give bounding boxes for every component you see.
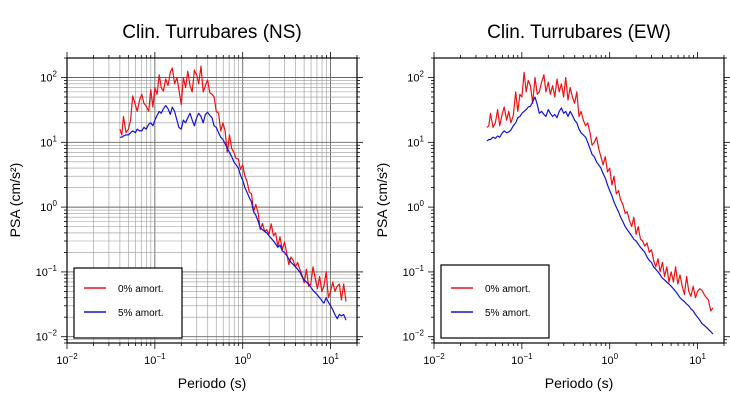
y-tick-label: 10−2	[36, 329, 58, 344]
y-tick-label: 10−1	[36, 264, 58, 279]
y-tick-label: 100	[407, 199, 424, 214]
series-group	[486, 71, 714, 335]
legend-label-1: 5% amort.	[485, 308, 531, 319]
series-line-5pct-damping	[119, 104, 347, 321]
x-tick-label: 101	[689, 352, 706, 367]
x-tick-label: 10−2	[56, 352, 78, 367]
y-tick-label: 101	[40, 134, 57, 149]
y-tick-label: 100	[40, 199, 57, 214]
y-tick-label: 102	[407, 70, 424, 85]
y-tick-label: 102	[40, 70, 57, 85]
legend-box	[73, 267, 183, 339]
plot-frame	[66, 57, 358, 344]
chart-title: Clin. Turrubares (EW)	[487, 22, 671, 43]
legend-box	[440, 264, 550, 339]
x-tick-label: 100	[234, 352, 251, 367]
x-tick-label: 10−1	[144, 352, 166, 367]
series-line-0pct-damping	[486, 71, 714, 312]
x-tick-label: 10−2	[423, 352, 445, 367]
y-axis-label: PSA (cm/s²)	[7, 163, 23, 238]
y-tick-label: 101	[407, 134, 424, 149]
series-group	[119, 65, 347, 321]
y-axis-label: PSA (cm/s²)	[374, 163, 390, 238]
axis-ticks: 10−2 10−1 100 101 10−2 10−1 100 101 102	[36, 52, 363, 367]
chart-panel-ns: Clin. Turrubares (NS) 10−2 10−1 100 10110−2…	[7, 22, 363, 391]
legend-label-0: 0% amort.	[118, 284, 164, 295]
x-tick-label: 100	[601, 352, 618, 367]
x-axis-label: Periodo (s)	[545, 375, 613, 391]
series-line-5pct-damping	[486, 96, 714, 335]
x-tick-label: 10−1	[511, 352, 533, 367]
legend-label-0: 0% amort.	[485, 284, 531, 295]
x-tick-label: 101	[322, 352, 339, 367]
legend: 0% amort. 5% amort.	[73, 267, 183, 339]
y-tick-label: 10−1	[403, 264, 425, 279]
axis-ticks: 10−2 10−1 100 101 10−2 10−1 100 101 102	[403, 52, 730, 367]
x-axis-label: Periodo (s)	[178, 375, 246, 391]
legend-label-1: 5% amort.	[118, 308, 164, 319]
chart-title: Clin. Turrubares (NS)	[122, 22, 302, 43]
y-tick-label: 10−2	[403, 329, 425, 344]
plot-frame	[433, 57, 725, 344]
chart-panel-ew: Clin. Turrubares (EW) 10−2 10−1 100 10110−2…	[374, 22, 730, 391]
legend: 0% amort. 5% amort.	[440, 264, 550, 339]
